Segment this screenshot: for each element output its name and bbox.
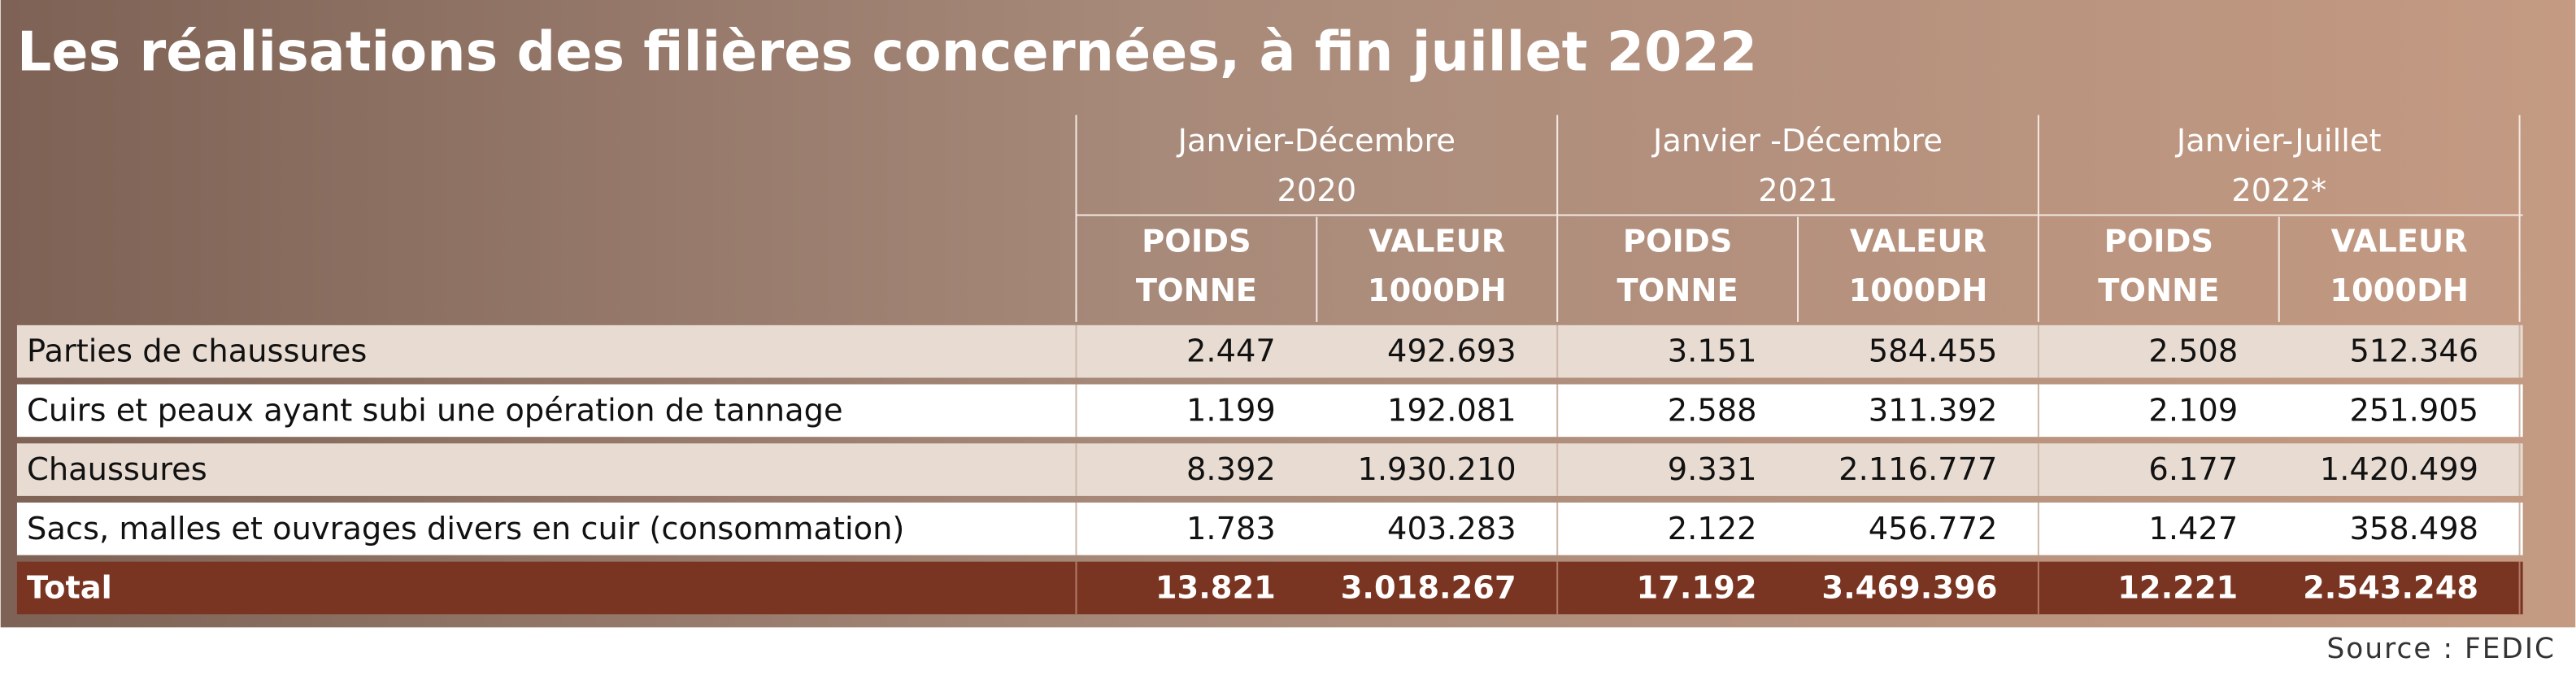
table-row <box>16 502 2523 555</box>
cell-value: 584.455 <box>1869 333 1998 370</box>
cell-value: 2.109 <box>2148 392 2238 429</box>
row-label: Total <box>27 569 112 606</box>
sub-header: VALEUR <box>1850 223 1986 259</box>
cell-value: 17.192 <box>1637 569 1757 606</box>
group-header: 2022* <box>2231 172 2326 209</box>
cell-value: 512.346 <box>2349 333 2478 370</box>
cell-value: 2.122 <box>1668 511 1757 547</box>
title: Les réalisations des filières concernées… <box>17 20 1757 84</box>
cell-value: 1.427 <box>2148 511 2238 547</box>
row-label: Parties de chaussures <box>27 333 367 370</box>
sub-header: 1000DH <box>1368 272 1507 309</box>
row-label: Sacs, malles et ouvrages divers en cuir … <box>27 511 904 547</box>
cell-value: 1.783 <box>1186 511 1276 547</box>
sub-header: 1000DH <box>1849 272 1988 309</box>
cell-value: 1.930.210 <box>1357 451 1516 488</box>
cell-value: 3.151 <box>1668 333 1757 370</box>
cell-value: 12.221 <box>2117 569 2238 606</box>
cell-value: 6.177 <box>2148 451 2238 488</box>
row-label: Chaussures <box>27 451 207 488</box>
row-label: Cuirs et peaux ayant subi une opération … <box>27 392 843 429</box>
cell-value: 2.116.777 <box>1838 451 1997 488</box>
cell-value: 251.905 <box>2349 392 2478 429</box>
table-row <box>16 324 2523 378</box>
cell-value: 192.081 <box>1387 392 1516 429</box>
sub-header: TONNE <box>1136 272 1257 309</box>
cell-value: 456.772 <box>1869 511 1998 547</box>
total-row <box>16 561 2523 615</box>
group-header: Janvier-Juillet <box>2175 123 2382 159</box>
cell-value: 1.420.499 <box>2320 451 2478 488</box>
sub-header: TONNE <box>2098 272 2219 309</box>
group-header: Janvier -Décembre <box>1651 123 1943 159</box>
sub-header: POIDS <box>2104 223 2213 259</box>
cell-value: 1.199 <box>1186 392 1276 429</box>
cell-value: 13.821 <box>1155 569 1276 606</box>
table: Janvier-Décembre 2020 POIDS TONNE VALEUR 1000… <box>16 115 2523 615</box>
cell-value: 8.392 <box>1186 451 1276 488</box>
cell-value: 2.543.248 <box>2303 569 2478 606</box>
group-header: 2020 <box>1277 172 1357 209</box>
cell-value: 492.693 <box>1387 333 1516 370</box>
cell-value: 2.447 <box>1186 333 1276 370</box>
cell-value: 3.469.396 <box>1821 569 1997 606</box>
cell-value: 9.331 <box>1668 451 1757 488</box>
group-header: 2021 <box>1758 172 1838 209</box>
cell-value: 3.018.267 <box>1341 569 1516 606</box>
cell-value: 2.508 <box>2148 333 2238 370</box>
group-header: Janvier-Décembre <box>1177 123 1456 159</box>
sub-header: POIDS <box>1623 223 1732 259</box>
sub-header: 1000DH <box>2330 272 2469 309</box>
cell-value: 403.283 <box>1387 511 1516 547</box>
sub-header: POIDS <box>1142 223 1251 259</box>
source: Source : FEDIC <box>2326 633 2556 665</box>
table-row <box>16 384 2523 438</box>
cell-value: 2.588 <box>1668 392 1757 429</box>
cell-value: 358.498 <box>2349 511 2478 547</box>
sub-header: VALEUR <box>2331 223 2468 259</box>
table-row <box>16 443 2523 496</box>
sub-header: VALEUR <box>1368 223 1505 259</box>
sub-header: TONNE <box>1617 272 1738 309</box>
footer-background <box>0 627 2576 675</box>
cell-value: 311.392 <box>1869 392 1998 429</box>
